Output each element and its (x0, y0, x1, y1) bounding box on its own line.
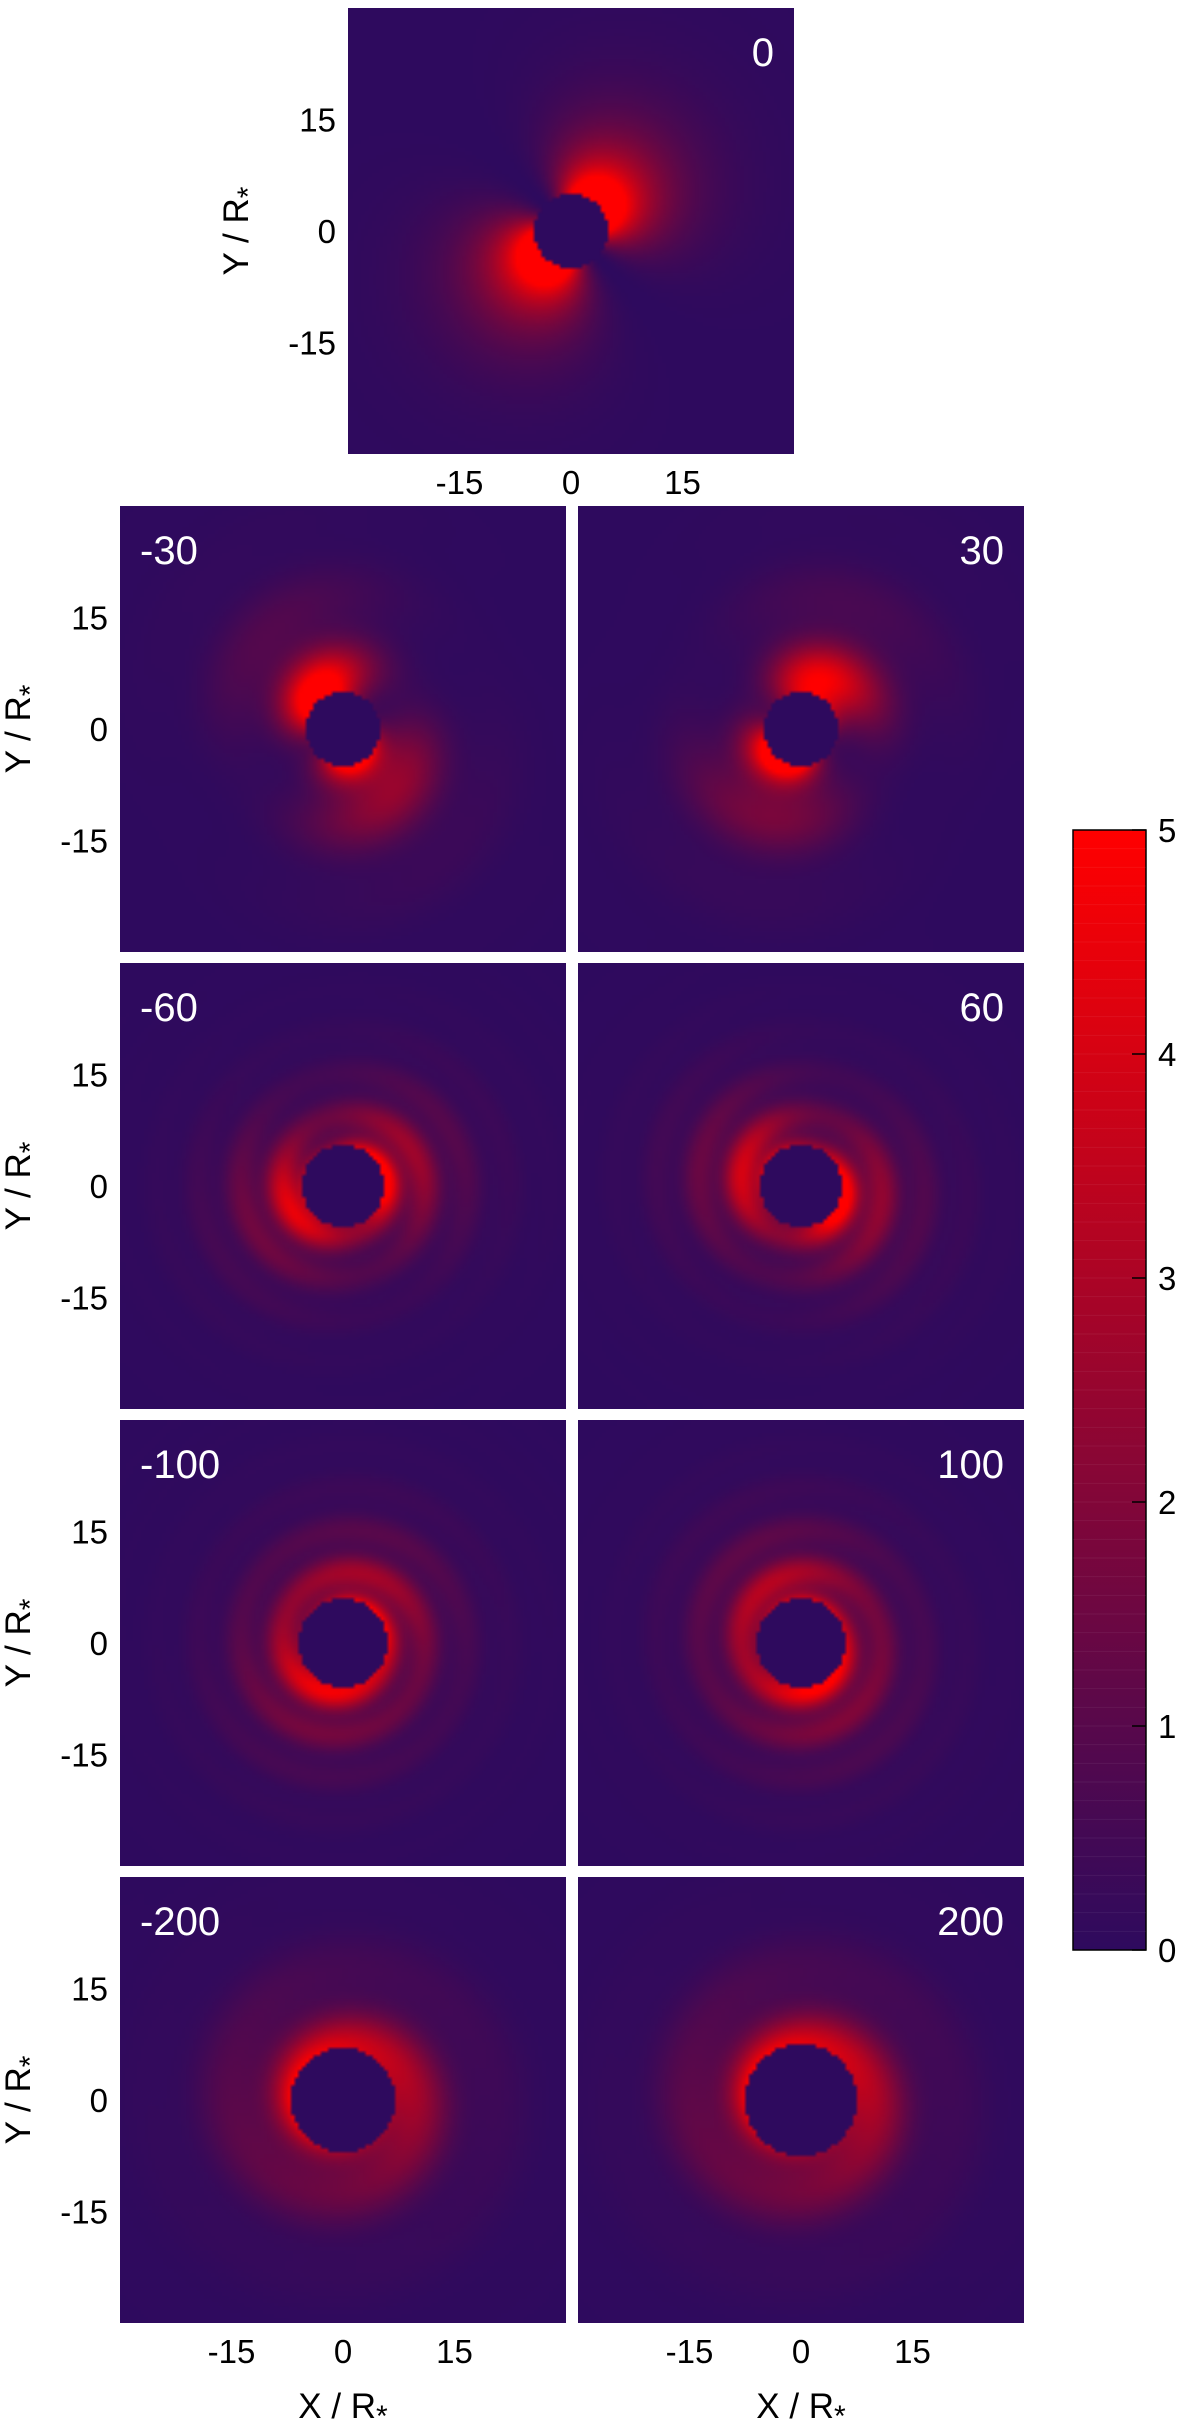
panel-60: 60 (578, 963, 1024, 1409)
x-tick-label: 0 (334, 2333, 352, 2370)
y-axis-label: Y / R* (217, 186, 265, 275)
colorbar-tick-label: 5 (1158, 812, 1176, 849)
y-axis-label: Y / R* (0, 2055, 47, 2144)
x-tick-label: 15 (664, 464, 701, 501)
panel-field (120, 963, 566, 1409)
panel-field (120, 1420, 566, 1866)
panel-30: 30 (578, 506, 1024, 952)
colorbar-bar (1072, 829, 1147, 1951)
panel--60: -60 15 0 -15 (60, 963, 566, 1409)
y-tick-label: 15 (71, 1514, 108, 1551)
panel-field (120, 1877, 566, 2323)
y-tick-label: 15 (71, 1057, 108, 1094)
x-axis-label: X / R* (756, 2387, 846, 2432)
y-tick-label: 15 (71, 600, 108, 637)
panel-label: -200 (140, 1900, 220, 1944)
y-tick-label: -15 (60, 823, 108, 860)
panel-field (578, 1420, 1024, 1866)
y-tick-label: 15 (299, 102, 336, 139)
panel--30: -30 15 0 -15 (60, 506, 566, 952)
panel-field (348, 8, 794, 454)
colorbar-tick-label: 4 (1158, 1036, 1176, 1073)
axis-labels: Y / R* Y / R* Y / R* Y / R* Y / R* X / R* X / … (0, 186, 846, 2432)
panel-field (120, 506, 566, 952)
panel-field (578, 1877, 1024, 2323)
y-tick-label: 0 (318, 213, 336, 250)
x-axis-label: X / R* (298, 2387, 388, 2432)
panel-label: 200 (937, 1900, 1004, 1944)
colorbar-tick-label: 1 (1158, 1708, 1176, 1745)
x-tick-label: 0 (562, 464, 580, 501)
colorbar-tick-label: 2 (1158, 1484, 1176, 1521)
y-tick-label: -15 (60, 1737, 108, 1774)
x-tick-label: -15 (208, 2333, 256, 2370)
y-tick-label: 0 (90, 711, 108, 748)
x-tick-label: -15 (666, 2333, 714, 2370)
panel--100: -100 15 0 -15 (60, 1420, 566, 1866)
y-tick-label: 15 (71, 1971, 108, 2008)
panel--200: -200 15 0 -15 -15 0 15 (60, 1877, 566, 2370)
x-tick-label: 15 (436, 2333, 473, 2370)
panel-100: 100 (578, 1420, 1024, 1866)
panel-label: 60 (960, 986, 1005, 1030)
y-axis-label: Y / R* (0, 684, 47, 773)
colorbar: 5 4 3 2 1 0 (1072, 812, 1176, 1969)
y-tick-label: -15 (288, 325, 336, 362)
panel-label: 30 (960, 529, 1005, 573)
x-tick-label: 0 (792, 2333, 810, 2370)
colorbar-tick-label: 0 (1158, 1932, 1176, 1969)
y-axis-label: Y / R* (0, 1598, 47, 1687)
y-tick-label: -15 (60, 2194, 108, 2231)
y-tick-label: 0 (90, 1625, 108, 1662)
x-tick-label: -15 (436, 464, 484, 501)
panels: 0 15 0 -15 -15 0 15 -30 15 0 -15 30 -60 15 0 -15 60 -100 1… (60, 8, 1024, 2370)
y-tick-label: 0 (90, 2082, 108, 2119)
panel-label: 0 (752, 31, 774, 75)
panel-label: -100 (140, 1443, 220, 1487)
y-tick-label: -15 (60, 1280, 108, 1317)
panel-0: 0 15 0 -15 -15 0 15 (288, 8, 794, 501)
panel-label: -60 (140, 986, 198, 1030)
panel-200: 200 -15 0 15 (578, 1877, 1024, 2370)
panel-field (578, 963, 1024, 1409)
panel-field (578, 506, 1024, 952)
y-tick-label: 0 (90, 1168, 108, 1205)
panel-label: -30 (140, 529, 198, 573)
y-axis-label: Y / R* (0, 1141, 47, 1230)
panel-label: 100 (937, 1443, 1004, 1487)
x-tick-label: 15 (894, 2333, 931, 2370)
colorbar-tick-label: 3 (1158, 1260, 1176, 1297)
